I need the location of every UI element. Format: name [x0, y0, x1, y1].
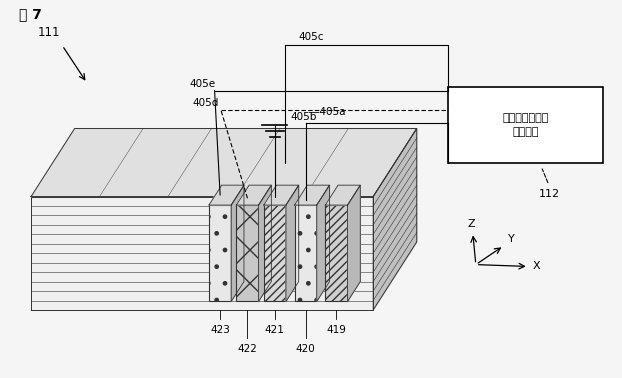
- Bar: [236, 205, 259, 302]
- Polygon shape: [264, 185, 299, 205]
- Bar: [294, 205, 317, 302]
- Bar: [325, 205, 348, 302]
- Text: 423: 423: [210, 325, 230, 335]
- Text: 405c: 405c: [298, 32, 323, 42]
- Bar: [264, 205, 286, 302]
- Polygon shape: [209, 185, 244, 205]
- Text: 111: 111: [37, 26, 60, 39]
- Polygon shape: [31, 129, 417, 197]
- Text: X: X: [533, 262, 541, 271]
- Text: 421: 421: [265, 325, 285, 335]
- Text: アクチュエータ
制御回路: アクチュエータ 制御回路: [503, 113, 549, 137]
- Polygon shape: [294, 185, 330, 205]
- Text: 419: 419: [327, 325, 346, 335]
- Text: Z: Z: [468, 219, 475, 229]
- Text: 405d: 405d: [193, 98, 219, 108]
- Text: 405b: 405b: [290, 112, 317, 122]
- Polygon shape: [286, 185, 299, 302]
- Text: Y: Y: [508, 234, 515, 244]
- Polygon shape: [317, 185, 330, 302]
- Polygon shape: [31, 197, 373, 310]
- Polygon shape: [236, 185, 271, 205]
- Text: 422: 422: [238, 344, 258, 354]
- Text: 図 7: 図 7: [19, 8, 42, 22]
- Text: 420: 420: [295, 344, 315, 354]
- Polygon shape: [348, 185, 360, 302]
- Polygon shape: [373, 129, 417, 310]
- Text: 112: 112: [539, 189, 559, 199]
- Bar: [209, 205, 231, 302]
- Polygon shape: [325, 185, 360, 205]
- Bar: [448, 87, 603, 163]
- Polygon shape: [231, 185, 244, 302]
- Text: 405e: 405e: [190, 79, 216, 89]
- Polygon shape: [259, 185, 271, 302]
- Text: ―405a: ―405a: [309, 107, 345, 117]
